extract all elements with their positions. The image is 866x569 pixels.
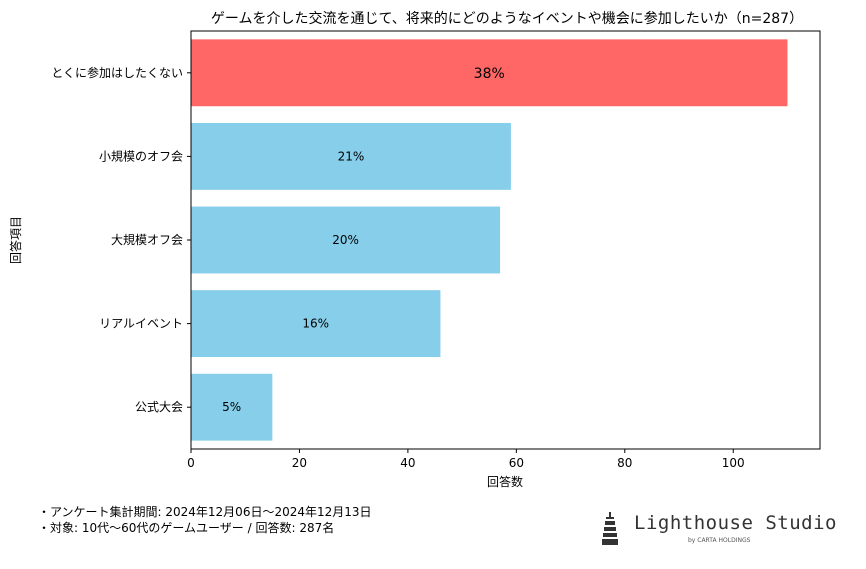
lighthouse-icon [602, 512, 618, 545]
x-tick-label: 60 [509, 456, 524, 470]
note-survey-period: ・アンケート集計期間: 2024年12月06日〜2024年12月13日 [38, 505, 372, 519]
x-axis-label: 回答数 [487, 474, 523, 489]
plot-frame [190, 30, 821, 450]
bar-3 [191, 290, 441, 358]
x-tick-label: 40 [400, 456, 415, 470]
bar-2 [191, 206, 501, 274]
y-tick-label: 小規模のオフ会 [99, 148, 183, 163]
x-tick-label: 100 [722, 456, 745, 470]
y-tick-label: リアルイベント [99, 317, 183, 331]
bar-chart: ゲームを介した交流を通じて、将来的にどのようなイベントや機会に参加したいか（n=… [8, 10, 821, 489]
y-tick-label: とくに参加はしたくない [51, 65, 183, 80]
logo: Lighthouse Studio by CARTA HOLDINGS [600, 510, 836, 550]
bar-data-label: 16% [302, 317, 329, 331]
x-tick-label: 80 [617, 456, 632, 470]
y-tick-label: 大規模オフ会 [111, 232, 183, 247]
x-tick-label: 0 [187, 456, 195, 470]
bar-data-label: 21% [338, 149, 365, 163]
y-axis-label: 回答項目 [8, 216, 23, 264]
x-tick-label: 20 [292, 456, 307, 470]
bar-data-label: 38% [474, 66, 505, 82]
bar-1 [191, 122, 511, 190]
logo-name: Lighthouse Studio [634, 512, 837, 534]
note-target: ・対象: 10代〜60代のゲームユーザー / 回答数: 287名 [38, 521, 335, 535]
chart-title: ゲームを介した交流を通じて、将来的にどのようなイベントや機会に参加したいか（n=… [211, 10, 803, 27]
y-tick-label: 公式大会 [135, 400, 183, 414]
logo-sub: by CARTA HOLDINGS [688, 537, 751, 544]
bar-4 [191, 373, 273, 441]
bar-data-label: 20% [332, 233, 359, 247]
bar-data-label: 5% [222, 400, 241, 414]
bar-0 [191, 39, 788, 107]
